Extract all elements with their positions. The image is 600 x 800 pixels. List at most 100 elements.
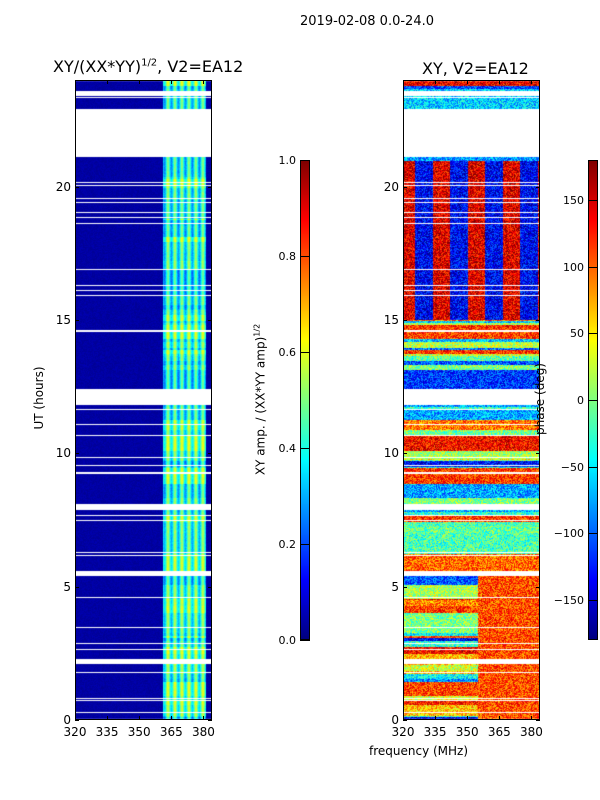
y-tick-label: 15 (55, 313, 71, 327)
y-tick-label: 0 (63, 713, 71, 727)
colorbar-tick (588, 600, 598, 601)
y-tick (75, 320, 79, 321)
colorbar-tick-label: 0.8 (278, 250, 297, 263)
colorbar-tick-label: −150 (553, 594, 584, 607)
x-tick (203, 716, 205, 720)
y-tick (403, 186, 407, 188)
y-tick-label: 20 (55, 179, 71, 194)
x-tick (139, 716, 141, 720)
y-tick (208, 453, 212, 455)
title-main: XY/(XX*YY) (53, 57, 142, 76)
x-tick (75, 80, 76, 84)
colorbar-tick (300, 640, 310, 641)
cb-label-sup: 1/2 (252, 323, 262, 337)
y-tick (536, 186, 540, 188)
colorbar-tick (588, 333, 598, 335)
figure-suptitle: 2019-02-08 0.0-24.0 (300, 14, 434, 29)
y-tick-label: 10 (383, 446, 399, 461)
colorbar-tick-label: −100 (553, 527, 584, 541)
colorbar-tick-label: 50 (570, 327, 584, 341)
y-tick (75, 186, 79, 188)
colorbar-tick-label: 0.0 (278, 634, 297, 647)
y-axis-label: UT (hours) (32, 366, 46, 430)
colorbar-tick (300, 256, 310, 257)
x-tick (435, 716, 437, 720)
x-tick (531, 716, 533, 720)
colorbar-tick (300, 544, 310, 545)
phase-heatmap (403, 80, 540, 720)
x-tick (499, 716, 501, 720)
y-tick (208, 186, 212, 188)
colorbar-tick-label: 150 (563, 194, 584, 207)
y-tick (403, 453, 407, 455)
x-tick (171, 80, 173, 84)
x-tick (107, 80, 109, 84)
colorbar-tick-label: 1.0 (278, 154, 297, 167)
x-tick (403, 716, 404, 720)
title-sup: 1/2 (141, 57, 158, 69)
colorbar-tick-label: 100 (563, 260, 584, 274)
y-tick (403, 720, 407, 721)
x-tick (467, 716, 469, 720)
y-tick (75, 586, 79, 588)
colorbar-tick-label: 0 (577, 394, 584, 407)
right-plot-title: XY, V2=EA12 (422, 59, 529, 78)
x-tick (203, 80, 205, 84)
y-tick-label: 20 (383, 179, 399, 194)
colorbar-tick (300, 352, 310, 353)
y-tick (403, 320, 407, 321)
x-tick (75, 716, 76, 720)
colorbar-tick-label: 0.6 (278, 346, 297, 359)
x-tick-label: 350 (455, 725, 479, 739)
y-tick (75, 720, 79, 721)
x-tick-label: 320 (391, 725, 415, 739)
x-tick (531, 80, 533, 84)
y-tick (403, 586, 407, 588)
y-tick (208, 320, 212, 321)
y-tick (536, 453, 540, 455)
colorbar-tick (588, 400, 598, 401)
x-tick (435, 80, 437, 84)
x-tick (107, 716, 109, 720)
x-axis-label: frequency (MHz) (369, 744, 469, 758)
y-tick-label: 0 (391, 713, 399, 727)
x-tick (499, 80, 501, 84)
colorbar-tick (588, 266, 598, 268)
y-tick (536, 320, 540, 321)
title-tail: , V2=EA12 (157, 57, 244, 76)
y-tick (536, 720, 540, 721)
y-tick (208, 586, 212, 588)
x-tick-label: 365 (159, 725, 183, 739)
y-tick-label: 10 (55, 446, 71, 461)
x-tick-label: 335 (95, 725, 119, 739)
y-tick (536, 586, 540, 588)
left-plot-title: XY/(XX*YY)1/2, V2=EA12 (53, 57, 243, 76)
x-tick-label: 320 (63, 725, 87, 739)
colorbar-tick (300, 160, 310, 161)
colorbar-tick (300, 448, 310, 449)
colorbar-tick (588, 533, 598, 535)
x-tick-label: 350 (127, 725, 151, 739)
colorbar-tick (588, 200, 598, 201)
x-tick-label: 380 (519, 725, 543, 739)
x-tick (139, 80, 141, 84)
amplitude-heatmap (75, 80, 212, 720)
y-tick-label: 5 (391, 579, 399, 594)
x-tick-label: 365 (487, 725, 511, 739)
amplitude-colorbar-label: XY amp. / (XX*YY amp)1/2 (253, 320, 268, 480)
colorbar-tick (588, 466, 598, 468)
x-tick-label: 335 (423, 725, 447, 739)
x-tick (403, 80, 404, 84)
colorbar-tick-label: 0.4 (278, 442, 297, 455)
x-tick (467, 80, 469, 84)
y-tick (208, 720, 212, 721)
y-tick-label: 5 (63, 579, 71, 594)
colorbar-tick-label: 0.2 (278, 538, 297, 551)
y-tick-label: 15 (383, 313, 399, 327)
amplitude-colorbar (300, 160, 310, 640)
x-tick (171, 716, 173, 720)
x-tick-label: 380 (191, 725, 215, 739)
colorbar-tick-label: −50 (560, 460, 584, 474)
y-tick (75, 453, 79, 455)
